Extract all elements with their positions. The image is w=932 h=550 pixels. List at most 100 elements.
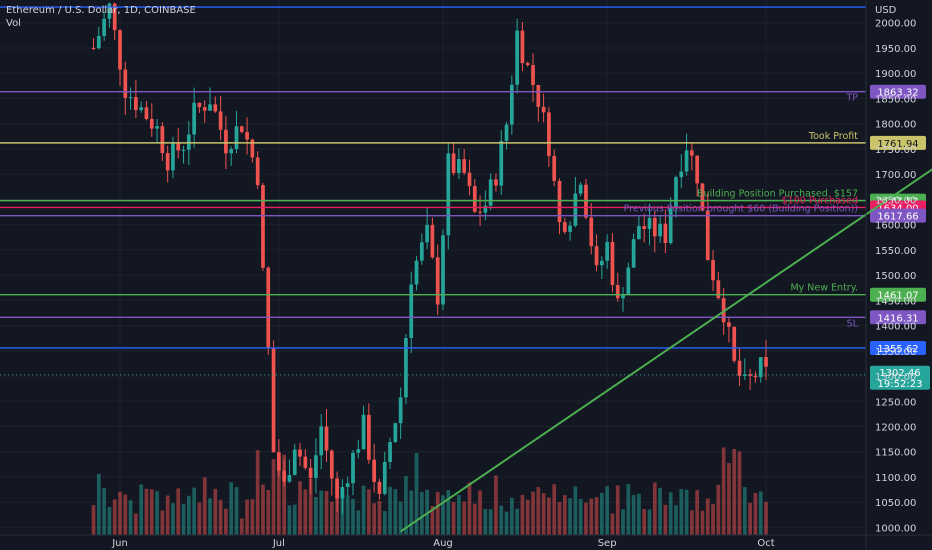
candle-body [123, 69, 128, 98]
candle-body [144, 107, 149, 119]
volume-bar [711, 504, 715, 535]
candle-body [446, 153, 451, 236]
volume-bar [404, 476, 408, 535]
volume-bar [446, 490, 451, 535]
volume-bar [107, 506, 112, 535]
price-tick-label: 1750.00 [875, 145, 916, 156]
candle-body [112, 3, 117, 31]
volume-bar [224, 508, 228, 535]
candle-body [229, 149, 234, 154]
volume-bar [462, 501, 467, 535]
price-tick-label: 1900.00 [875, 69, 916, 80]
volume-bar [314, 497, 318, 535]
candle-body [324, 426, 329, 451]
candle-body [663, 223, 668, 244]
volume-bar [626, 484, 631, 535]
volume-bar [361, 485, 366, 535]
volume-bar [631, 495, 636, 535]
volume-bar [504, 511, 509, 535]
volume-bar [536, 487, 541, 535]
volume-bar [382, 511, 387, 535]
price-badge-5 [870, 208, 926, 223]
volume-bar [441, 495, 445, 535]
candle-body [478, 211, 482, 213]
volume-bar [123, 494, 128, 535]
countdown-text: 19:52:23 [878, 379, 923, 390]
price-badge-text-2: 1761.94 [877, 139, 918, 150]
trendline[interactable] [400, 160, 932, 533]
volume-bar [202, 477, 207, 535]
volume-bar [128, 500, 133, 535]
candle-body [218, 111, 223, 130]
candle-body [377, 481, 382, 494]
volume-bar [552, 484, 557, 535]
volume-bar [250, 499, 255, 535]
candle-body [319, 426, 324, 456]
volume-bar [621, 509, 625, 535]
candle-body [186, 134, 191, 150]
volume-bar [488, 509, 493, 535]
volume-bar [652, 482, 657, 535]
candle-body [430, 224, 435, 258]
candle-body [457, 159, 461, 174]
candle-body [764, 357, 768, 367]
candle-body [504, 124, 509, 141]
price-tick-label: 1600.00 [875, 221, 916, 232]
time-tick-label: Oct [757, 538, 774, 549]
candle-body [515, 30, 519, 85]
volume-bar [584, 502, 588, 535]
price-tick-label: 1400.00 [875, 322, 916, 333]
volume-bar [329, 501, 334, 535]
volume-bar [308, 478, 313, 535]
volume-bar [700, 510, 705, 535]
volume-bar [509, 497, 514, 535]
candle-body [208, 104, 212, 111]
candle-body [171, 142, 175, 171]
volume-bar [276, 458, 281, 535]
volume-bar [282, 454, 287, 535]
volume-bar [372, 503, 377, 535]
volume-bar [690, 510, 694, 535]
level-note-7: SL [847, 318, 859, 329]
candle-body [213, 104, 218, 112]
volume-bar [520, 494, 525, 535]
price-tick-label: 1650.00 [875, 195, 916, 206]
candle-body [753, 375, 758, 378]
candle-body [176, 142, 181, 151]
volume-bar [494, 475, 498, 535]
volume-bar [430, 505, 435, 535]
price-badge-text-5: 1617.66 [877, 212, 918, 223]
volume-bar [435, 491, 440, 535]
candle-body [409, 284, 414, 339]
volume-bar [213, 488, 218, 535]
candle-body [658, 223, 662, 237]
chart-header: Ethereum / U.S. Dollar, 1D, COINBASE Vol [6, 4, 196, 30]
volume-bar [610, 513, 615, 535]
volume-bar [118, 491, 122, 535]
volume-bar [457, 494, 461, 535]
time-tick-label: Jul [272, 538, 285, 549]
volume-bar [186, 495, 191, 535]
volume-bar [668, 492, 673, 535]
candle-body [605, 241, 610, 261]
volume-bar [335, 480, 339, 535]
candle-body [467, 172, 472, 187]
candle-body [599, 260, 604, 266]
level-note-1: TP [845, 93, 858, 104]
candle-body [351, 452, 355, 484]
volume-bar [345, 495, 350, 535]
volume-bar [562, 495, 567, 535]
candle-body [642, 226, 647, 229]
candle-body [732, 326, 737, 361]
volume-bar [266, 489, 271, 535]
candle-body [700, 183, 705, 211]
volume-bar [165, 495, 170, 535]
volume-bar [102, 488, 106, 535]
candle-body [695, 155, 700, 184]
volume-bar [218, 499, 223, 535]
candle-body [435, 257, 440, 305]
volume-label: Vol [6, 18, 21, 29]
candle-body [372, 459, 377, 482]
volume-bar [748, 502, 752, 535]
